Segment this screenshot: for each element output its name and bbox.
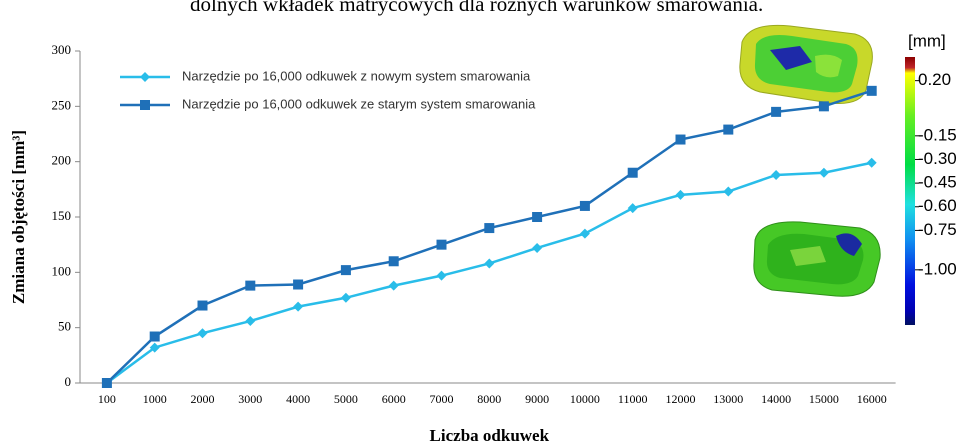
data-point	[771, 169, 782, 180]
data-point	[340, 292, 351, 303]
x-tick-label: 13000	[713, 392, 743, 406]
y-tick-label: 250	[52, 97, 72, 112]
data-point	[484, 223, 495, 234]
x-tick-label: 10000	[570, 392, 600, 406]
data-point	[436, 270, 447, 281]
caption: dolnych wkładek matrycowych dla różnych …	[190, 0, 763, 16]
data-point	[197, 300, 208, 311]
x-tick-label: 15000	[809, 392, 839, 406]
data-point	[436, 239, 447, 250]
y-tick-label: 100	[52, 263, 72, 278]
part-image-top	[739, 24, 873, 104]
data-point	[388, 280, 399, 291]
y-tick-label: 50	[58, 319, 71, 334]
x-tick-label: 11000	[618, 392, 648, 406]
x-tick-label: 9000	[525, 392, 549, 406]
data-point	[675, 189, 686, 200]
y-tick-label: 300	[52, 42, 72, 57]
data-point	[866, 85, 877, 96]
x-tick-label: 8000	[477, 392, 501, 406]
data-point	[866, 157, 877, 168]
legend-label: Narzędzie po 16,000 odkuwek ze starym sy…	[182, 96, 536, 111]
x-axis-label: Liczba odkuwek	[430, 426, 550, 445]
data-point	[149, 331, 160, 342]
colorbar-label: -0.45	[918, 173, 957, 192]
data-point	[484, 258, 495, 269]
data-point	[245, 280, 256, 291]
x-tick-label: 3000	[238, 392, 262, 406]
x-tick-label: 12000	[666, 392, 696, 406]
colorbar	[905, 57, 915, 325]
x-tick-label: 1000	[143, 392, 167, 406]
colorbar-label: -0.60	[918, 196, 957, 215]
y-tick-label: 200	[52, 153, 72, 168]
data-point	[293, 279, 304, 290]
colorbar-label: -1.00	[918, 259, 957, 278]
data-point	[388, 256, 399, 267]
data-point	[627, 167, 638, 178]
legend-label: Narzędzie po 16,000 odkuwek z nowym syst…	[182, 68, 531, 83]
legend-marker	[140, 100, 150, 110]
data-point	[532, 212, 543, 222]
data-point	[818, 101, 829, 112]
data-point	[340, 265, 351, 276]
x-tick-label: 5000	[334, 392, 358, 406]
y-tick-label: 150	[52, 208, 72, 223]
data-point	[627, 203, 638, 214]
colorbar-label: -0.75	[918, 220, 957, 239]
x-tick-label: 100	[98, 392, 116, 406]
data-point	[245, 316, 256, 327]
colorbar-label: 0.20	[918, 70, 951, 89]
data-point	[723, 186, 734, 197]
y-tick-label: 0	[65, 374, 72, 389]
data-point	[149, 342, 160, 353]
x-tick-label: 14000	[761, 392, 791, 406]
x-tick-label: 16000	[857, 392, 887, 406]
part-image-bottom	[753, 221, 881, 297]
data-point	[197, 328, 208, 339]
data-point	[532, 242, 543, 253]
x-tick-label: 4000	[286, 392, 310, 406]
x-tick-label: 6000	[382, 392, 406, 406]
data-point	[723, 124, 734, 135]
data-point	[101, 378, 112, 388]
legend-marker	[140, 72, 150, 82]
x-tick-label: 7000	[430, 392, 454, 406]
colorbar-label: -0.30	[918, 149, 957, 168]
data-point	[293, 301, 304, 312]
colorbar-label: -0.15	[918, 125, 957, 144]
data-point	[771, 106, 782, 117]
data-point	[675, 134, 686, 145]
y-axis-label: Zmiana objętości [mm³]	[9, 130, 28, 304]
x-tick-label: 2000	[191, 392, 215, 406]
colorbar-title: [mm]	[908, 31, 946, 50]
data-point	[579, 200, 590, 211]
data-point	[579, 228, 590, 239]
data-point	[818, 167, 829, 178]
